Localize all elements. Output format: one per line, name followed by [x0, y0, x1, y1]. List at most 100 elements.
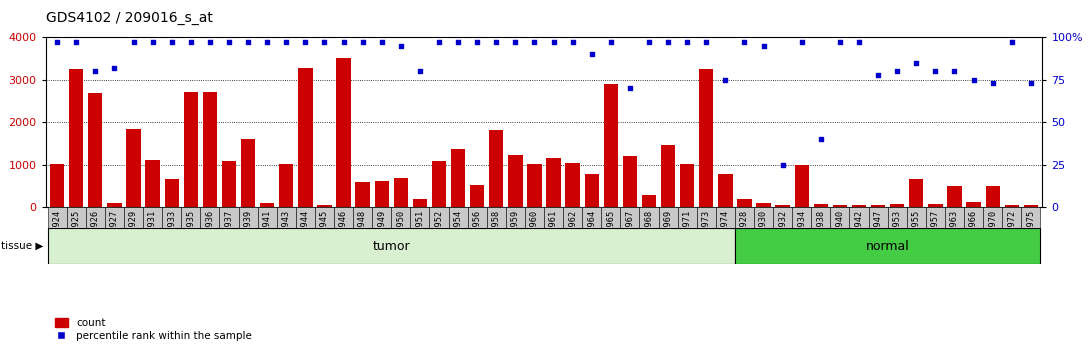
- Text: GDS4102 / 209016_s_at: GDS4102 / 209016_s_at: [46, 11, 212, 25]
- Text: GSM414966: GSM414966: [969, 210, 978, 257]
- Text: GSM414959: GSM414959: [511, 210, 520, 257]
- Point: [812, 136, 829, 142]
- Point: [297, 39, 314, 45]
- Point: [335, 39, 353, 45]
- Text: GSM414936: GSM414936: [206, 210, 214, 257]
- Bar: [202, 92, 217, 207]
- Point: [641, 39, 658, 45]
- Bar: [945, 207, 964, 264]
- Point: [793, 39, 811, 45]
- Bar: [124, 207, 143, 264]
- Bar: [620, 207, 640, 264]
- Bar: [372, 207, 392, 264]
- Text: GSM414961: GSM414961: [549, 210, 558, 257]
- Bar: [318, 205, 332, 207]
- Bar: [280, 164, 294, 207]
- Text: GSM414951: GSM414951: [416, 210, 424, 257]
- Point: [774, 162, 791, 167]
- Bar: [622, 156, 638, 207]
- Text: GSM414971: GSM414971: [682, 210, 692, 257]
- Bar: [776, 205, 790, 207]
- Bar: [508, 155, 522, 207]
- Text: GSM414925: GSM414925: [72, 210, 81, 257]
- Bar: [69, 69, 84, 207]
- Point: [583, 51, 601, 57]
- Bar: [184, 92, 198, 207]
- Bar: [966, 202, 980, 207]
- Bar: [948, 186, 962, 207]
- Text: GSM414965: GSM414965: [606, 210, 616, 257]
- Bar: [642, 195, 656, 207]
- Text: GSM414950: GSM414950: [396, 210, 406, 257]
- Text: tumor: tumor: [372, 240, 410, 252]
- Bar: [412, 199, 428, 207]
- Bar: [888, 207, 906, 264]
- Point: [1003, 39, 1021, 45]
- Text: GSM414972: GSM414972: [1007, 210, 1016, 257]
- Point: [984, 80, 1001, 86]
- Bar: [528, 164, 542, 207]
- Bar: [584, 173, 598, 207]
- Text: GSM414949: GSM414949: [378, 210, 386, 257]
- Text: GSM414924: GSM414924: [52, 210, 62, 257]
- Text: GSM414939: GSM414939: [244, 210, 252, 257]
- Text: GSM414946: GSM414946: [339, 210, 348, 257]
- Bar: [486, 207, 506, 264]
- Text: GSM414953: GSM414953: [892, 210, 902, 257]
- Bar: [260, 204, 274, 207]
- Bar: [182, 207, 200, 264]
- Text: GSM414930: GSM414930: [759, 210, 768, 257]
- Bar: [88, 93, 102, 207]
- Point: [831, 39, 849, 45]
- Text: GSM414942: GSM414942: [854, 210, 864, 257]
- Bar: [506, 207, 524, 264]
- Text: GSM414928: GSM414928: [740, 210, 749, 257]
- Text: GSM414943: GSM414943: [282, 210, 290, 257]
- Bar: [544, 207, 564, 264]
- Point: [201, 39, 219, 45]
- Point: [430, 39, 447, 45]
- Point: [965, 77, 982, 82]
- Point: [354, 39, 371, 45]
- Point: [679, 39, 696, 45]
- Bar: [984, 207, 1002, 264]
- Bar: [754, 207, 774, 264]
- Bar: [812, 207, 830, 264]
- Text: GSM414963: GSM414963: [950, 210, 959, 257]
- Bar: [126, 129, 140, 207]
- Point: [621, 85, 639, 91]
- Point: [851, 39, 868, 45]
- Bar: [640, 207, 658, 264]
- Bar: [868, 207, 888, 264]
- Bar: [604, 84, 618, 207]
- Point: [927, 68, 944, 74]
- Bar: [410, 207, 430, 264]
- Text: GSM414933: GSM414933: [168, 210, 176, 257]
- Point: [67, 39, 85, 45]
- Text: GSM414927: GSM414927: [110, 210, 119, 257]
- Text: tissue ▶: tissue ▶: [1, 241, 44, 251]
- Legend: count, percentile rank within the sample: count, percentile rank within the sample: [51, 314, 256, 345]
- Bar: [696, 207, 716, 264]
- Bar: [48, 228, 734, 264]
- Point: [239, 39, 257, 45]
- Point: [163, 39, 181, 45]
- Text: GSM414948: GSM414948: [358, 210, 367, 257]
- Text: GSM414938: GSM414938: [816, 210, 826, 257]
- Text: GSM414945: GSM414945: [320, 210, 329, 257]
- Text: GSM414929: GSM414929: [129, 210, 138, 257]
- Bar: [490, 130, 504, 207]
- Point: [755, 43, 772, 48]
- Bar: [298, 68, 312, 207]
- Bar: [470, 185, 484, 207]
- Text: GSM414947: GSM414947: [874, 210, 882, 257]
- Bar: [890, 204, 904, 207]
- Bar: [1024, 205, 1038, 207]
- Bar: [48, 207, 66, 264]
- Text: GSM414941: GSM414941: [262, 210, 272, 257]
- Bar: [582, 207, 602, 264]
- Bar: [928, 204, 942, 207]
- Text: GSM414934: GSM414934: [798, 210, 806, 257]
- Text: GSM414935: GSM414935: [186, 210, 196, 257]
- Bar: [1022, 207, 1040, 264]
